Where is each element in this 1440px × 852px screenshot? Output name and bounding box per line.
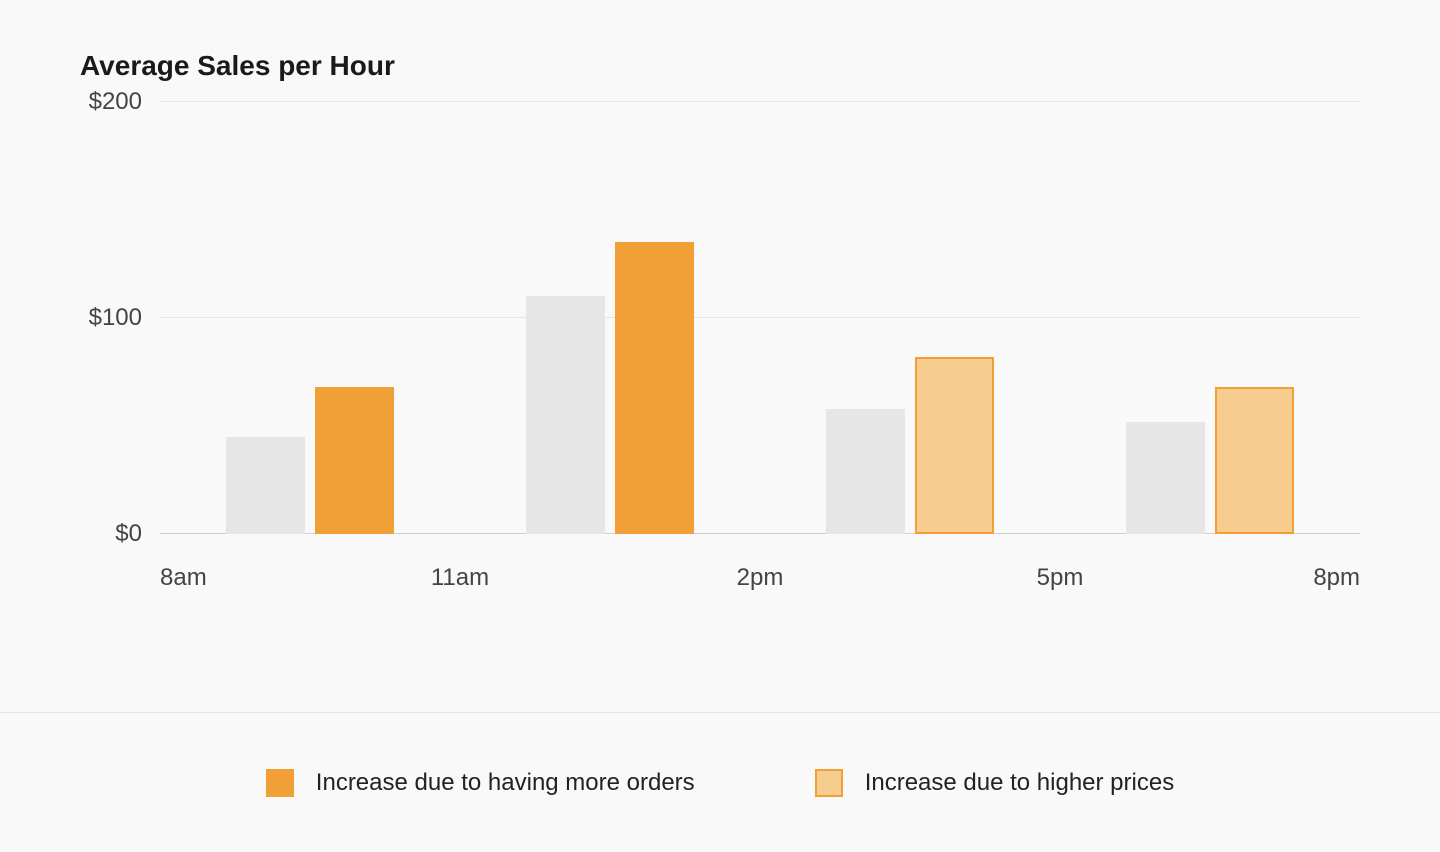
bar-baseline (226, 437, 305, 534)
legend-swatch (815, 769, 843, 797)
chart-body: $0$100$200 (40, 102, 1400, 534)
bar-baseline (1126, 422, 1205, 534)
y-axis: $0$100$200 (40, 102, 160, 534)
bar-more_orders (615, 242, 694, 534)
y-tick-label: $200 (89, 88, 142, 116)
gridline (160, 101, 1360, 102)
y-tick-label: $100 (89, 304, 142, 332)
legend-swatch (266, 769, 294, 797)
legend-item: Increase due to higher prices (815, 769, 1175, 797)
bar-higher_prices (915, 357, 994, 534)
chart-card: Average Sales per Hour $0$100$200 8am11a… (0, 0, 1440, 852)
legend-item: Increase due to having more orders (266, 769, 695, 797)
x-tick-label: 8am (160, 564, 207, 592)
legend: Increase due to having more orders Increa… (0, 712, 1440, 852)
x-tick-label: 5pm (1037, 564, 1084, 592)
gridline (160, 317, 1360, 318)
y-tick-label: $0 (115, 520, 142, 548)
x-tick-label: 11am (431, 564, 489, 592)
chart-title: Average Sales per Hour (80, 50, 1400, 82)
bar-more_orders (315, 387, 394, 534)
x-tick-label: 8pm (1313, 564, 1360, 592)
legend-label: Increase due to having more orders (316, 769, 695, 797)
bar-baseline (526, 296, 605, 534)
bar-baseline (826, 409, 905, 534)
x-axis: 8am 11am 2pm 5pm 8pm (160, 534, 1360, 604)
bar-higher_prices (1215, 387, 1294, 534)
plot-area (160, 102, 1360, 534)
x-tick-label: 2pm (737, 564, 784, 592)
legend-label: Increase due to higher prices (865, 769, 1175, 797)
